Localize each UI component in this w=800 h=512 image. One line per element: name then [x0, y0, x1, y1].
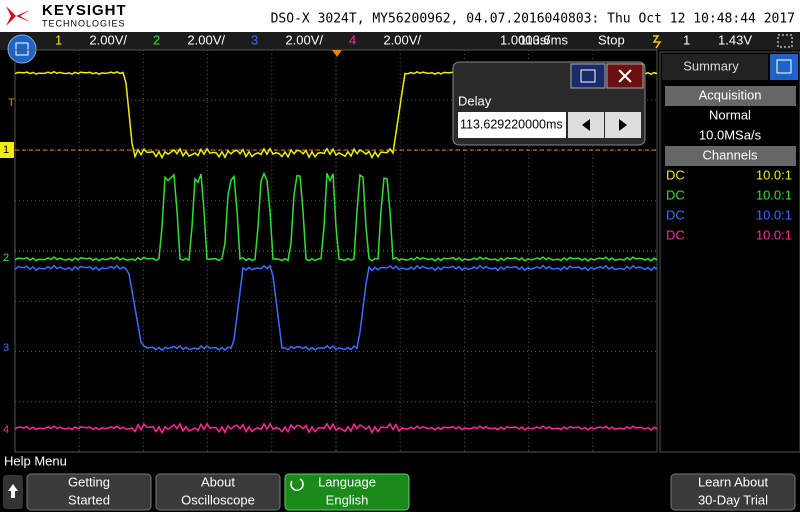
delay-dialog: Delay 113.629220000ms — [452, 61, 646, 146]
ch2-trace — [14, 171, 658, 262]
softkey-knob-icon — [290, 478, 304, 491]
softkey-line2: English — [326, 492, 369, 507]
ch3-trace — [14, 264, 658, 352]
zoom-icon — [777, 34, 793, 48]
trigger-marker: T — [8, 97, 15, 109]
channel-probe: 10.0:1 — [756, 167, 792, 182]
header-bar — [0, 0, 800, 32]
delay-field[interactable] — [458, 112, 566, 138]
trigger-level: 1.43V — [718, 32, 752, 47]
channel-scale: 2.00V/ — [285, 32, 323, 47]
softkey[interactable] — [26, 473, 152, 511]
channel-coupling: DC — [666, 227, 685, 242]
timebase: 1.000us/ — [500, 32, 550, 47]
softkey-line2: Started — [68, 492, 110, 507]
back-icon — [8, 484, 18, 498]
softkeys: Getting Started About Oscilloscope Language E… — [26, 473, 796, 511]
sidebar: Summary Acquisition Normal 10.0MSa/s Cha… — [659, 51, 800, 453]
sidebar-frame — [659, 51, 800, 453]
acq-mode: Normal — [709, 107, 751, 122]
sidebar-tab[interactable] — [662, 54, 768, 80]
trigger-position — [332, 50, 342, 57]
softkey-line1: Learn About — [698, 474, 769, 489]
channel-coupling: DC — [666, 187, 685, 202]
ch1-marker-box — [0, 142, 14, 158]
acq-heading: Acquisition — [699, 87, 762, 102]
softkey[interactable] — [284, 473, 410, 511]
ch4-marker: 4 — [3, 424, 9, 436]
dialog-menu-button[interactable] — [570, 63, 606, 89]
channel-scale: 2.00V/ — [187, 32, 225, 47]
brand: KEYSIGHT — [42, 2, 127, 19]
close-icon — [618, 69, 632, 83]
channel-rows: DC 10.0:1 DC 10.0:1 DC 10.0:1 DC 10.0:1 — [666, 167, 792, 242]
channel-number: 3 — [251, 32, 258, 47]
run-state: Stop — [598, 32, 625, 47]
softkey[interactable] — [155, 473, 281, 511]
delay-label: Delay — [458, 93, 492, 108]
acq-rate: 10.0MSa/s — [699, 127, 762, 142]
channel-coupling: DC — [666, 167, 685, 182]
logo-icon — [6, 6, 30, 26]
dialog-close[interactable] — [606, 63, 644, 89]
channel-scale: 2.00V/ — [383, 32, 421, 47]
menu-button[interactable] — [7, 34, 37, 64]
channel-probe: 10.0:1 — [756, 187, 792, 202]
softkey-line2: Oscilloscope — [181, 492, 255, 507]
softkey-line1: About — [201, 474, 235, 489]
trigger-source: 1 — [683, 32, 690, 47]
title: DSO-X 3024T, MY56200962, 04.07.201604080… — [271, 12, 795, 27]
menu-icon — [15, 42, 29, 56]
ch3-marker: 3 — [3, 342, 9, 354]
channel-number: 1 — [55, 32, 62, 47]
softkey-line2: 30-Day Trial — [698, 492, 768, 507]
status-bar — [0, 32, 800, 50]
channel-probe: 10.0:1 — [756, 207, 792, 222]
channel-number: 2 — [153, 32, 160, 47]
sidebar-menu[interactable] — [770, 54, 798, 80]
ch1-marker: 1 — [3, 144, 9, 156]
right-arrow — [619, 119, 627, 131]
left-arrow — [582, 119, 590, 131]
ch2-marker: 2 — [3, 252, 9, 264]
delay-value: 113.629220000ms — [460, 117, 563, 131]
dialog-menu-icon — [580, 69, 596, 83]
channel-scale: 2.00V/ — [89, 32, 127, 47]
sidebar-menu-icon — [776, 59, 792, 74]
softkey[interactable] — [670, 473, 796, 511]
help-menu: Help Menu — [4, 453, 67, 468]
sidebar-tab-label: Summary — [683, 58, 739, 73]
trigger-icon — [652, 35, 662, 49]
channel-coupling: DC — [666, 207, 685, 222]
channel-number: 4 — [349, 32, 356, 47]
channels-heading-bar — [665, 146, 796, 166]
softkey-line1: Language — [318, 474, 376, 489]
softkey-line1: Getting — [68, 474, 110, 489]
ch4-trace — [14, 422, 658, 435]
status-items: 1 2.00V/2 2.00V/3 2.00V/4 2.00V/ — [55, 32, 421, 47]
brand-sub: TECHNOLOGIES — [42, 18, 126, 28]
channel-probe: 10.0:1 — [756, 227, 792, 242]
delay: 113.6ms — [519, 32, 568, 47]
acq-heading-bar — [665, 86, 796, 106]
channels-heading: Channels — [703, 147, 758, 162]
